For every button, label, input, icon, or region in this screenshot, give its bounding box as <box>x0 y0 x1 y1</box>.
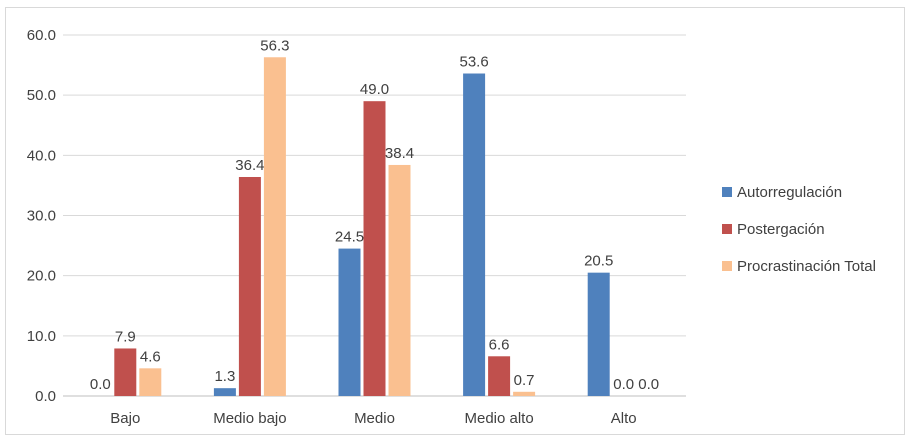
y-tick-label: 30.0 <box>27 208 56 225</box>
y-tick-label: 0.0 <box>35 388 56 405</box>
data-labels: 0.0 7.94.6 1.3 36.4 56.3 24.5 49.0 38.4 53.6 6.6 0… <box>90 37 659 393</box>
bar <box>213 388 236 396</box>
data-label: 49.0 <box>360 81 389 98</box>
bar <box>488 356 511 396</box>
data-label: 0.0 <box>613 376 634 393</box>
legend-label: Postergación <box>737 221 825 238</box>
y-tick-label: 40.0 <box>27 147 56 164</box>
bars <box>114 57 610 397</box>
x-tick-label: Medio alto <box>464 410 533 427</box>
chart-frame: 0.0 10.0 20.0 30.0 40.0 50.0 60.0 0.0 7.9 4.6 1.3… <box>5 7 905 435</box>
data-label: 6.6 <box>489 336 510 353</box>
x-tick-label: Medio bajo <box>213 410 286 427</box>
bar <box>238 176 261 396</box>
legend-label: Procrastinación Total <box>737 258 876 275</box>
data-label: 7.9 <box>115 328 136 345</box>
y-tick-label: 60.0 <box>27 27 56 44</box>
data-label: 1.3 <box>214 368 235 385</box>
bar <box>513 391 536 396</box>
bar <box>263 57 286 397</box>
data-label: 0.7 <box>514 372 535 389</box>
legend: Autorregulación Postergación Procrastinaci… <box>722 184 876 275</box>
y-tick-label: 10.0 <box>27 328 56 345</box>
data-label: 4.6 <box>140 348 161 365</box>
legend-swatch <box>722 187 732 197</box>
bar <box>363 101 386 396</box>
legend-swatch <box>722 261 732 271</box>
bar <box>139 368 162 396</box>
x-tick-label: Medio <box>354 410 395 427</box>
x-tick-label: Alto <box>611 410 637 427</box>
bar-chart: 0.0 10.0 20.0 30.0 40.0 50.0 60.0 0.0 7.94.6 1.3… <box>27 27 876 427</box>
data-label: 53.6 <box>459 54 488 71</box>
y-tick-label: 20.0 <box>27 268 56 285</box>
data-label: 0.0 <box>90 376 111 393</box>
y-axis-ticks: 0.0 10.0 20.0 30.0 40.0 50.0 60.0 <box>27 27 56 405</box>
legend-label: Autorregulación <box>737 184 842 201</box>
data-label: 0.0 <box>638 376 659 393</box>
x-tick-label: Bajo <box>110 410 140 427</box>
data-label: 24.5 <box>335 229 364 246</box>
data-label: 38.4 <box>385 145 414 162</box>
bar <box>587 272 610 396</box>
bar <box>114 348 137 396</box>
x-axis-ticks: Bajo Medio bajo Medio Medio alto Alto <box>110 410 636 427</box>
bar <box>338 248 361 396</box>
y-tick-label: 50.0 <box>27 87 56 104</box>
legend-swatch <box>722 224 732 234</box>
bar <box>388 164 411 396</box>
data-label: 20.5 <box>584 253 613 270</box>
bar <box>463 73 486 397</box>
data-label: 56.3 <box>260 37 289 54</box>
data-label: 36.4 <box>235 157 264 174</box>
